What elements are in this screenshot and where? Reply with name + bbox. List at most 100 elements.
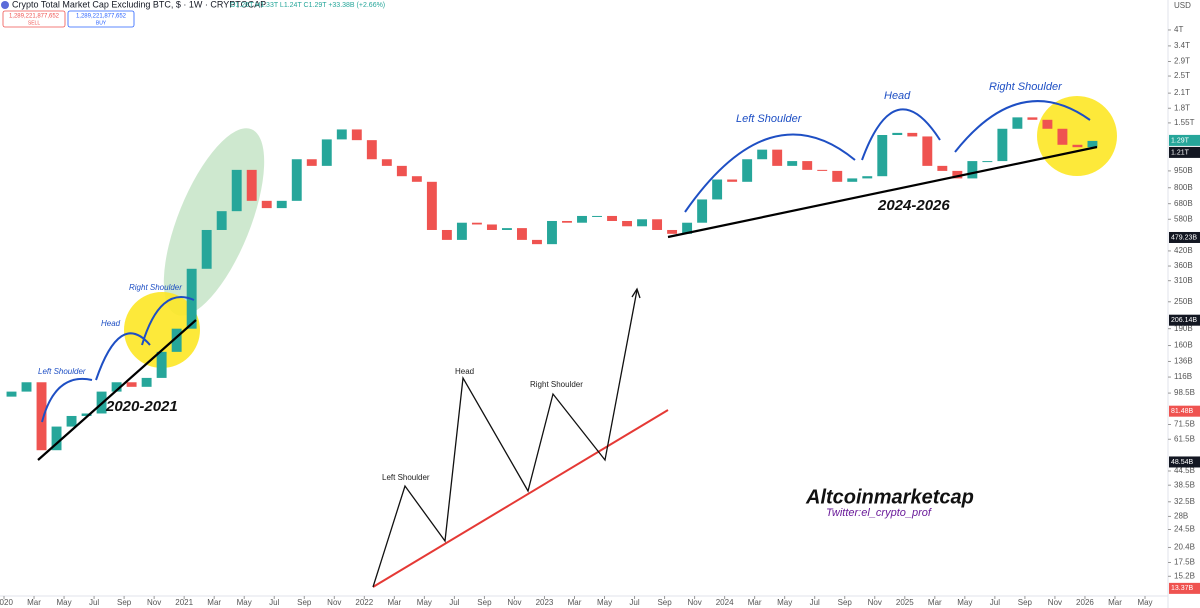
candle: [306, 159, 317, 166]
y-tick-label: 44.5B: [1174, 466, 1195, 475]
candle: [862, 176, 873, 179]
candle: [787, 161, 798, 166]
highlight-circle: [1037, 96, 1117, 176]
sell-label[interactable]: SELL: [28, 20, 40, 26]
x-tick-label: 2021: [175, 598, 193, 607]
candle: [1087, 140, 1098, 148]
shoulder-arc: [41, 377, 93, 423]
trendline: [37, 319, 197, 461]
price-tag: [1169, 146, 1200, 158]
annotation: Left Shoulder: [38, 367, 86, 376]
shoulder-arc: [141, 296, 195, 346]
candle: [892, 132, 903, 136]
annotation: Head: [455, 367, 474, 376]
y-tick-label: 420B: [1174, 246, 1193, 255]
x-tick-label: Sep: [1018, 598, 1033, 607]
buy-price[interactable]: 1,289,221,877,652: [76, 14, 127, 20]
axes: 4T 3.4T 2.9T 2.5T 2.1T 1.8T 1.55T 950B 800B 680B 5…: [0, 25, 1195, 607]
x-tick-label: Sep: [117, 598, 132, 607]
y-tick-label: 28B: [1174, 512, 1188, 521]
candle: [1042, 119, 1053, 129]
y-tick-label: 680B: [1174, 199, 1193, 208]
y-tick-label: 2.9T: [1174, 57, 1190, 66]
sell-box[interactable]: [2, 10, 66, 28]
buy-label[interactable]: BUY: [96, 20, 107, 26]
x-tick-label: Nov: [1048, 598, 1062, 607]
x-tick-label: Mar: [1108, 598, 1122, 607]
x-tick-label: Mar: [748, 598, 762, 607]
candle: [772, 149, 783, 166]
candle: [1027, 117, 1038, 120]
candle: [321, 139, 332, 166]
y-tick-label: 310B: [1174, 276, 1193, 285]
price-tag-label: 1.29T: [1171, 137, 1190, 144]
x-tick-label: 2023: [536, 598, 554, 607]
x-tick-label: Nov: [868, 598, 882, 607]
annotation-texts: Left Shoulder Head Right Shoulder 2020-2…: [38, 81, 1063, 519]
y-tick-label: 20.4B: [1174, 543, 1195, 552]
candle: [501, 228, 512, 230]
currency: USD: [1174, 1, 1191, 10]
candle: [682, 222, 693, 234]
price-tag: [1169, 405, 1200, 417]
candle: [456, 222, 467, 240]
x-tick-label: Nov: [327, 598, 341, 607]
price-tag-label: 479.23B: [1171, 234, 1197, 241]
candle: [51, 426, 62, 451]
y-tick-label: 3.4T: [1174, 41, 1190, 50]
candle: [171, 328, 182, 352]
candle: [1072, 144, 1083, 148]
price-tag-label: 206.14B: [1171, 317, 1197, 324]
candle: [757, 149, 768, 160]
candle: [697, 199, 708, 223]
candle: [547, 220, 557, 245]
annotation: Right Shoulder: [129, 283, 182, 292]
x-tick-label: Mar: [568, 598, 582, 607]
annotation: Left Shoulder: [382, 473, 430, 482]
schematic-pattern: [372, 289, 638, 588]
y-tick-label: 160B: [1174, 341, 1193, 350]
x-tick-label: 2020: [0, 598, 13, 607]
price-tag: [1169, 314, 1200, 326]
y-tick-label: 1.55T: [1174, 118, 1195, 127]
sell-price[interactable]: 1,289,221,877,652: [9, 14, 60, 20]
x-tick-label: Mar: [387, 598, 401, 607]
x-tick-label: Mar: [27, 598, 41, 607]
x-tick-label: Nov: [147, 598, 161, 607]
candle: [832, 170, 843, 182]
candle: [261, 200, 272, 209]
candle: [216, 211, 227, 230]
candle: [532, 239, 542, 245]
shoulder-arc: [684, 133, 856, 213]
y-tick-label: 800B: [1174, 183, 1193, 192]
annotation: 2024-2026: [877, 197, 950, 214]
y-tick-label: 2.5T: [1174, 71, 1190, 80]
candle: [727, 179, 738, 182]
buy-button[interactable]: 1,289,221,877,652 BUY: [67, 10, 135, 28]
price-tag-label: 81.48B: [1171, 408, 1194, 415]
symbol-title: Crypto Total Market Cap Excluding BTC, $…: [12, 0, 266, 9]
candle: [426, 181, 437, 230]
y-tick-label: 38.5B: [1174, 480, 1195, 489]
candle: [381, 159, 392, 166]
candle: [111, 382, 122, 392]
buy-box[interactable]: [67, 10, 135, 28]
x-tick-label: Jul: [269, 598, 279, 607]
annotation: Right Shoulder: [530, 380, 583, 389]
x-tick-label: May: [56, 598, 71, 607]
y-tick-label: 116B: [1174, 372, 1192, 381]
sell-button[interactable]: 1,289,221,877,652 SELL: [2, 10, 66, 28]
y-tick-label: 24.5B: [1174, 525, 1195, 534]
x-tick-label: Mar: [207, 598, 221, 607]
head-arc: [861, 108, 941, 161]
y-tick-label: 950B: [1174, 166, 1193, 175]
x-tick-label: May: [1137, 598, 1152, 607]
x-tick-label: Jul: [89, 598, 99, 607]
y-tick-label: 1.8T: [1174, 103, 1190, 112]
candle: [471, 222, 482, 225]
x-tick-label: Sep: [838, 598, 853, 607]
schematic-arrow: [631, 287, 641, 299]
y-tick-label: 4T: [1174, 25, 1183, 34]
